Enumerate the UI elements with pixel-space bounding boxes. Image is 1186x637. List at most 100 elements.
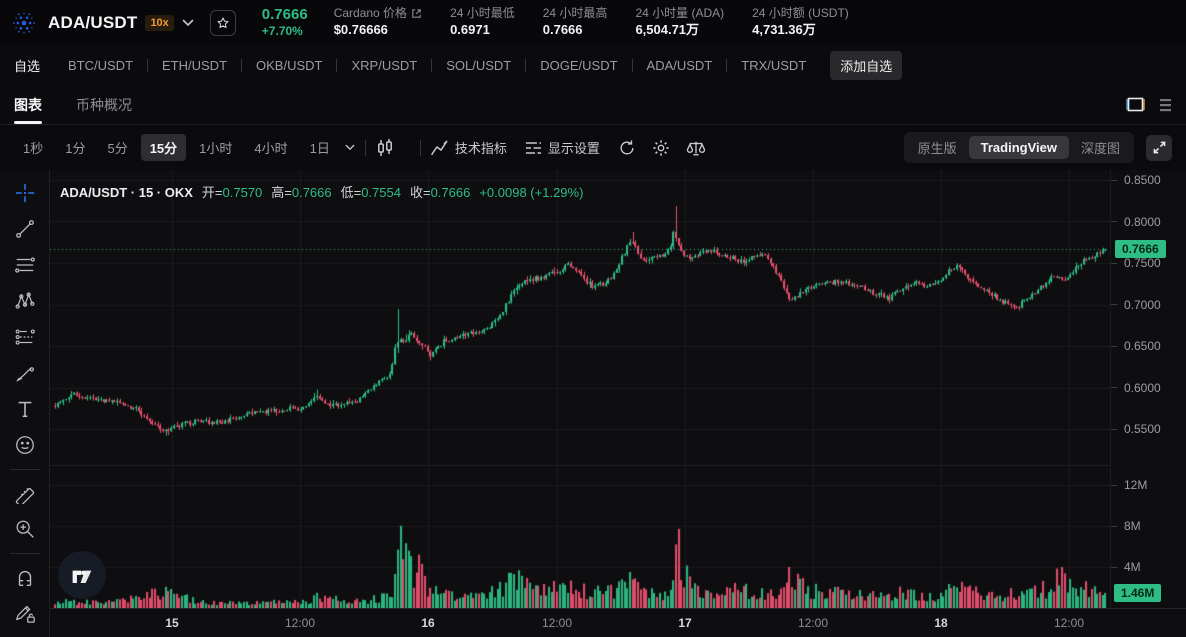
- view-tradingview[interactable]: TradingView: [968, 136, 1069, 159]
- time-tick-label: 12:00: [541, 616, 573, 630]
- xabcd-pattern-tool-icon[interactable]: [8, 284, 42, 318]
- symbol-dropdown-chevron-icon[interactable]: [182, 19, 194, 27]
- ohlc-legend: ADA/USDT · 15 · OKX 开=0.7570 高=0.7666 低=…: [60, 185, 584, 200]
- volume-axis-badge: 1.46M: [1114, 584, 1162, 602]
- time-tick-label: 16: [421, 616, 435, 630]
- price-change-percent: +7.70%: [261, 24, 303, 39]
- menu-icon[interactable]: [1160, 98, 1172, 112]
- pairs-tab-doge[interactable]: DOGE/USDT: [540, 57, 618, 73]
- expand-icon: [1152, 141, 1166, 154]
- chart-view-switcher: 原生版 TradingView 深度图: [903, 132, 1134, 163]
- display-settings-icon: [525, 141, 541, 154]
- volume-tick-label: 8M: [1111, 519, 1141, 533]
- pairs-tab-sol[interactable]: SOL/USDT: [446, 57, 512, 73]
- pairs-tab-ada[interactable]: ADA/USDT: [646, 57, 713, 73]
- external-link-icon: [412, 9, 421, 18]
- view-depth[interactable]: 深度图: [1080, 141, 1120, 156]
- timeframe-1h[interactable]: 1小时: [199, 141, 233, 156]
- timeframe-dropdown-chevron-icon[interactable]: [345, 144, 355, 151]
- pairs-tab-xrp[interactable]: XRP/USDT: [351, 57, 418, 73]
- timeframe-1s[interactable]: 1秒: [23, 141, 44, 156]
- window-layout-icon[interactable]: [1126, 97, 1146, 112]
- text-tool-icon[interactable]: [8, 392, 42, 426]
- price-axis[interactable]: 0.7666 0.8500 0.8000 0.7500 0.7000 0.6500 0.6…: [1110, 170, 1186, 608]
- stat-24h-volume-ada: 24 小时量 (ADA) 6,504.71万: [635, 5, 725, 38]
- compare-scale-icon[interactable]: [686, 139, 706, 157]
- time-tick-label: 17: [678, 616, 692, 630]
- price-tick-label: 0.7500: [1111, 256, 1161, 270]
- reset-chart-icon[interactable]: [618, 139, 636, 157]
- zoom-in-tool-icon[interactable]: [8, 512, 42, 546]
- stat-cardano-price: Cardano 价格 $0.76666: [334, 6, 422, 39]
- stat-24h-low: 24 小时最低 0.6971: [450, 5, 515, 38]
- pairs-tab-okb[interactable]: OKB/USDT: [256, 57, 323, 73]
- display-settings-button[interactable]: 显示设置: [525, 138, 600, 157]
- last-price: 0.7666: [261, 5, 308, 23]
- time-tick-label: 12:00: [797, 616, 829, 630]
- projection-tool-icon[interactable]: [8, 320, 42, 354]
- indicators-button[interactable]: 技术指标: [431, 138, 507, 157]
- toolbar-divider: [9, 469, 40, 470]
- last-price-axis-badge: 0.7666: [1115, 240, 1166, 258]
- price-tick-label: 0.7000: [1111, 298, 1161, 312]
- trend-line-tool-icon[interactable]: [8, 212, 42, 246]
- price-tick-label: 0.8000: [1111, 215, 1161, 229]
- view-native[interactable]: 原生版: [917, 141, 957, 156]
- toolbar-divider: [9, 553, 40, 554]
- stat-value: $0.76666: [333, 22, 388, 38]
- chart-settings-gear-icon[interactable]: [652, 139, 670, 157]
- price-tick-label: 0.8500: [1111, 173, 1161, 187]
- time-tick-label: 15: [165, 616, 179, 630]
- stat-24h-turnover-usdt: 24 小时额 (USDT) 4,731.36万: [752, 5, 849, 38]
- leverage-badge: 10x: [145, 14, 174, 31]
- star-icon: [217, 17, 229, 28]
- timeframe-1d[interactable]: 1日: [309, 141, 330, 156]
- crosshair-tool-icon[interactable]: [8, 176, 42, 210]
- pairs-tab-watchlist[interactable]: 自选: [14, 58, 41, 74]
- volume-tick-label: 12M: [1111, 478, 1147, 492]
- tradingview-logo[interactable]: [58, 551, 106, 599]
- candlestick-chart-canvas[interactable]: [50, 170, 1110, 608]
- candlestick-style-icon[interactable]: [376, 138, 394, 158]
- price-tick-label: 0.5500: [1111, 422, 1161, 436]
- tab-chart[interactable]: 图表: [14, 85, 42, 124]
- legend-close: 0.7666: [430, 185, 471, 200]
- time-axis[interactable]: 15 12:00 16 12:00 17 12:00 18 12:00: [50, 608, 1186, 637]
- price-tick-label: 0.6500: [1111, 339, 1161, 353]
- favorite-star-button[interactable]: [209, 9, 236, 36]
- time-tick-label: 12:00: [1053, 616, 1085, 630]
- measure-ruler-tool-icon[interactable]: [8, 476, 42, 510]
- chart-toolbar: 1秒 1分 5分 15分 1小时 4小时 1日 技术指标 显示设置: [0, 125, 1186, 170]
- add-watchlist-button[interactable]: 添加自选: [830, 50, 903, 80]
- timeframe-4h[interactable]: 4小时: [254, 141, 288, 156]
- tab-coin-overview[interactable]: 币种概况: [76, 96, 132, 113]
- pairs-tab-btc[interactable]: BTC/USDT: [68, 57, 134, 73]
- pairs-tab-eth[interactable]: ETH/USDT: [162, 57, 228, 73]
- timeframe-5m[interactable]: 5分: [107, 141, 128, 156]
- stat-24h-high: 24 小时最高 0.7666: [542, 5, 608, 38]
- legend-symbol: ADA/USDT · 15 · OKX: [60, 185, 193, 200]
- legend-open: 0.7570: [222, 185, 263, 200]
- time-tick-label: 12:00: [284, 616, 316, 630]
- volume-tick-label: 4M: [1111, 560, 1141, 574]
- magnet-tool-icon[interactable]: [8, 560, 42, 594]
- price-tick-label: 0.6000: [1111, 381, 1161, 395]
- brush-tool-icon[interactable]: [8, 356, 42, 390]
- timeframe-1m[interactable]: 1分: [65, 141, 86, 156]
- legend-low: 0.7554: [361, 185, 401, 200]
- legend-change: +0.0098 (+1.29%): [479, 185, 584, 200]
- cardano-logo-icon: [13, 12, 35, 33]
- fullscreen-expand-button[interactable]: [1146, 134, 1172, 161]
- time-tick-label: 18: [934, 616, 948, 630]
- emoji-tool-icon[interactable]: [8, 428, 42, 462]
- legend-high: 0.7666: [291, 185, 332, 200]
- view-tabs: 图表 币种概况: [0, 85, 1186, 125]
- pairs-bar: 自选 BTC/USDT ETH/USDT OKB/USDT XRP/USDT S…: [0, 45, 1186, 85]
- pairs-tab-trx[interactable]: TRX/USDT: [741, 57, 807, 73]
- timeframe-15m[interactable]: 15分: [140, 134, 187, 161]
- ticker-stats: Cardano 价格 $0.76666 24 小时最低 0.6971 24 小时…: [334, 6, 849, 39]
- chart-region: ADA/USDT · 15 · OKX 开=0.7570 高=0.7666 低=…: [0, 170, 1186, 637]
- drawing-lock-tool-icon[interactable]: [8, 596, 42, 630]
- fib-retracement-tool-icon[interactable]: [8, 248, 42, 282]
